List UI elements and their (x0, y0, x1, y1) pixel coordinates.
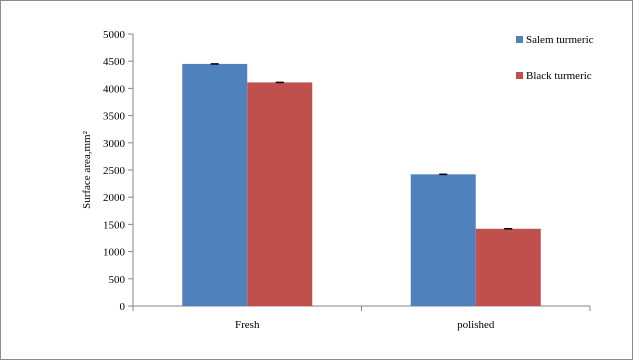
bar-1-0 (247, 82, 313, 306)
y-tick-label: 1500 (103, 219, 126, 231)
y-tick-label: 1000 (103, 247, 126, 259)
error-bars (210, 63, 513, 230)
x-tick-label: Fresh (235, 319, 260, 331)
y-tick-label: 0 (120, 301, 126, 313)
y-tick-label: 3500 (103, 111, 126, 123)
bar-0-0 (182, 63, 248, 306)
y-tick-label: 5000 (103, 29, 126, 41)
y-axis-ticks: 0 500 1000 1500 2000 2500 3000 3500 4000 4500 5000 (103, 29, 133, 313)
legend: Salem turmeric Black turmeric (516, 34, 594, 82)
legend-swatch (516, 36, 523, 43)
bar-series (182, 63, 541, 306)
x-axis-ticks: Fresh polished (132, 306, 591, 331)
bar-1-1 (475, 228, 541, 306)
legend-label: Salem turmeric (526, 34, 594, 46)
y-tick-label: 4500 (103, 56, 126, 68)
bar-0-1 (410, 174, 476, 306)
legend-swatch (516, 72, 523, 79)
y-axis-label: Surface area,mm² (81, 130, 93, 209)
y-tick-label: 3000 (103, 138, 126, 150)
x-tick-label: polished (457, 319, 495, 331)
y-tick-label: 2500 (103, 165, 126, 177)
y-tick-label: 4000 (103, 83, 126, 95)
legend-label: Black turmeric (526, 70, 592, 82)
y-tick-label: 2000 (103, 192, 126, 204)
y-tick-label: 500 (109, 274, 126, 286)
